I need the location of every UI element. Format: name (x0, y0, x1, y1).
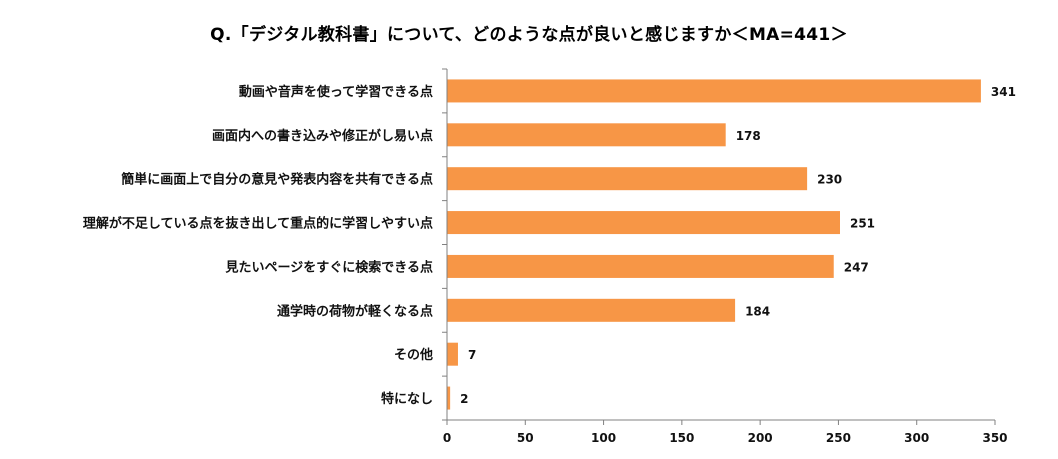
x-tick-label: 200 (748, 431, 773, 445)
value-label: 230 (817, 173, 842, 187)
axes (442, 68, 996, 425)
value-labels: 341 178 230 251 247 184 7 2 (460, 85, 1016, 406)
chart-title: Q.「デジタル教科書」について、どのような点が良いと感じますか＜MA=441＞ (210, 25, 848, 45)
value-label: 251 (850, 217, 875, 231)
bar (447, 342, 458, 366)
category-labels: 動画や音声を使って学習できる点画面内への書き込みや修正がし易い点簡単に画面上で自… (83, 84, 433, 407)
category-label: 簡単に画面上で自分の意見や発表内容を共有できる点 (120, 172, 433, 188)
bar (447, 386, 451, 410)
category-label: 画面内への書き込みや修正がし易い点 (212, 128, 433, 144)
x-tick-label: 300 (904, 431, 929, 445)
category-label: 特になし (381, 391, 433, 407)
value-label: 178 (736, 129, 761, 143)
x-tick-label: 350 (982, 431, 1007, 445)
value-label: 7 (468, 348, 476, 362)
x-tick-label: 150 (669, 431, 694, 445)
value-label: 247 (844, 260, 869, 274)
value-label: 2 (460, 392, 468, 406)
bar (447, 298, 736, 322)
value-label: 184 (745, 304, 770, 318)
tick-labels: 0 50 100 150 200 250 300 350 (443, 431, 1008, 445)
bar (447, 79, 981, 103)
category-label: 動画や音声を使って学習できる点 (239, 84, 433, 100)
bar (447, 211, 840, 235)
bar (447, 123, 726, 147)
x-tick-label: 0 (443, 431, 451, 445)
category-label: 理解が不足している点を抜き出して重点的に学習しやすい点 (83, 216, 433, 232)
x-tick-label: 100 (591, 431, 616, 445)
category-label: その他 (394, 347, 433, 363)
category-label: 見たいページをすぐに検索できる点 (225, 259, 433, 275)
value-label: 341 (991, 85, 1016, 99)
bar (447, 254, 834, 278)
category-label: 通学時の荷物が軽くなる点 (277, 303, 433, 319)
bar (447, 167, 808, 191)
x-tick-label: 250 (826, 431, 851, 445)
x-tick-label: 50 (517, 431, 534, 445)
bars (447, 79, 981, 410)
